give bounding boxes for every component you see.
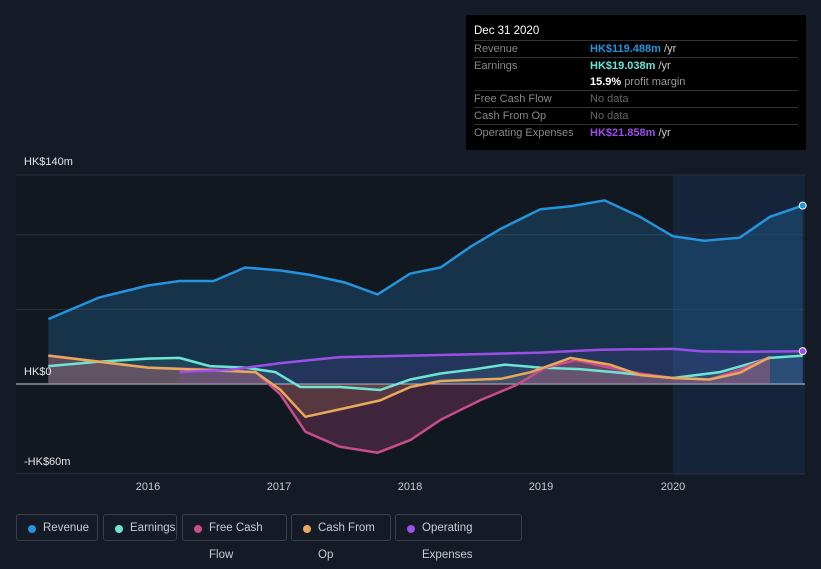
tooltip-suffix: profit margin (621, 76, 686, 88)
legend-free-cash-flow[interactable]: Free Cash Flow (182, 514, 287, 561)
tooltip-label: Earnings (474, 60, 518, 72)
series-area-free-cash-flow (48, 355, 770, 453)
plot-background (16, 175, 673, 475)
tooltip-value: No data (590, 93, 629, 105)
tooltip-value: HK$119.488m (590, 43, 661, 55)
tooltip-suffix: /yr (660, 43, 677, 55)
legend-cash-from-op[interactable]: Cash From Op (291, 514, 391, 561)
legend-label: Free Cash Flow (209, 522, 263, 561)
legend-label: Cash From Op (318, 522, 375, 561)
forecast-region (672, 175, 805, 475)
fcf-dot-icon (194, 525, 202, 533)
legend-revenue[interactable]: Revenue (16, 514, 98, 541)
tooltip-label: Free Cash Flow (474, 93, 552, 105)
series-line-revenue (47, 199, 804, 321)
tooltip-suffix: /yr (655, 60, 671, 72)
y-label-bottom: -HK$60m (24, 456, 71, 468)
tooltip-label: Cash From Op (474, 110, 547, 122)
tooltip-value: 15.9% (590, 76, 622, 88)
opex-dot-icon (407, 525, 415, 533)
revenue-dot-icon (28, 525, 36, 533)
legend-earnings[interactable]: Earnings (103, 514, 177, 541)
legend-operating-expenses[interactable]: Operating Expenses (395, 514, 522, 561)
x-tick: 2019 (528, 481, 554, 493)
tooltip-label: Operating Expenses (474, 127, 574, 139)
y-label-top: HK$140m (24, 156, 73, 168)
earnings-dot-icon (115, 525, 123, 533)
x-tick: 2018 (397, 481, 423, 493)
legend-label: Operating Expenses (422, 522, 473, 561)
series-line-operating-expenses (179, 347, 803, 374)
tooltip-value: HK$19.038m (590, 60, 656, 72)
series-line-cash-from-op (48, 354, 771, 419)
x-tick: 2017 (266, 481, 292, 493)
endpoint-marker (798, 347, 807, 356)
endpoint-marker (798, 201, 807, 210)
series-area-revenue (48, 200, 803, 384)
x-tick: 2020 (660, 481, 686, 493)
series-area-earnings (48, 355, 803, 390)
legend-label: Revenue (43, 522, 90, 534)
x-tick: 2016 (135, 481, 161, 493)
y-label-zero: HK$0 (24, 366, 52, 378)
tooltip-value: HK$21.858m (590, 127, 656, 139)
tooltip-value: No data (590, 110, 629, 122)
tooltip-label: Revenue (474, 43, 519, 55)
tooltip-date: Dec 31 2020 (474, 25, 540, 37)
tooltip: Dec 31 2020 Revenue HK$119.488m /yr Earni… (466, 15, 806, 150)
cfo-dot-icon (303, 525, 311, 533)
tooltip-suffix: /yr (655, 127, 671, 139)
legend-label: Earnings (130, 522, 176, 534)
